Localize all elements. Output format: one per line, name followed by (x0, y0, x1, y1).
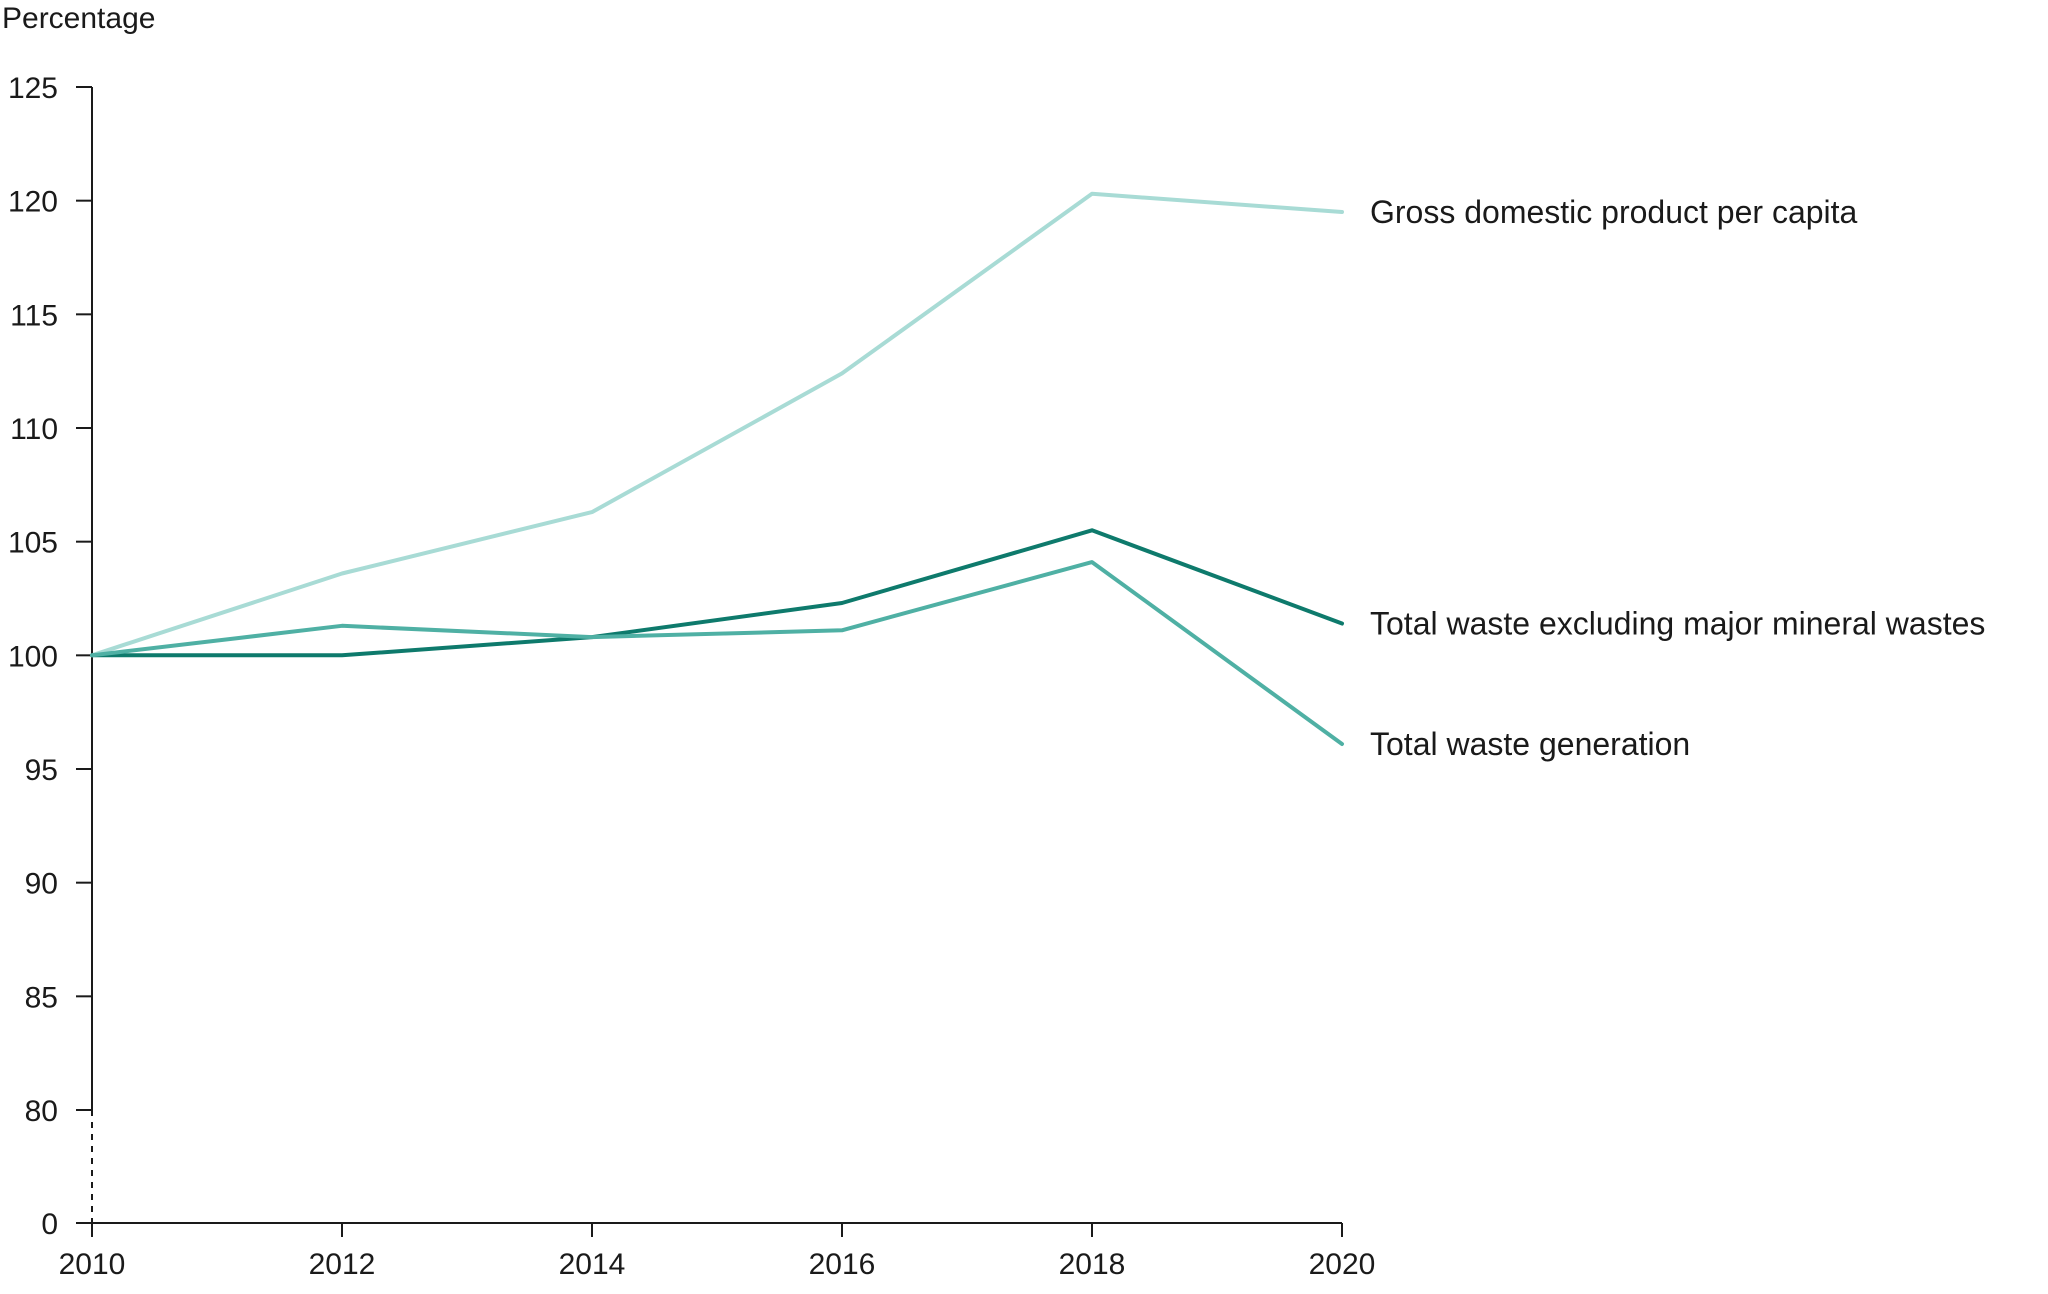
y-tick-label: 0 (41, 1208, 58, 1241)
y-tick-label: 115 (10, 299, 58, 332)
y-tick-label: 95 (25, 754, 58, 787)
series-label-2: Total waste excluding major mineral wast… (1370, 606, 1985, 642)
y-tick-label: 105 (8, 527, 58, 560)
x-tick-label: 2016 (809, 1248, 876, 1281)
y-tick-label: 120 (8, 186, 58, 219)
series-line-3 (90, 560, 1344, 746)
series-line-2 (90, 528, 1344, 658)
y-tick-label: 90 (25, 868, 58, 901)
y-axis-title: Percentage (2, 2, 155, 35)
series-line-1 (90, 191, 1344, 658)
series-label-3: Total waste generation (1370, 726, 1690, 762)
series-label-1: Gross domestic product per capita (1370, 194, 1858, 230)
series-lines (90, 191, 1344, 746)
series-labels: Gross domestic product per capita Total w… (1370, 194, 1985, 762)
y-tick-label: 80 (25, 1095, 58, 1128)
x-tick-label: 2020 (1309, 1248, 1376, 1281)
x-tick-label: 2018 (1059, 1248, 1126, 1281)
x-tick-label: 2010 (59, 1248, 126, 1281)
x-tick-label: 2014 (559, 1248, 626, 1281)
y-tick-label: 125 (8, 72, 58, 105)
axes: 0 80 85 90 95 100 105 110 115 120 125 2010 2012 2014 2… (8, 72, 1375, 1281)
y-tick-label: 110 (10, 413, 58, 446)
x-tick-label: 2012 (309, 1248, 376, 1281)
y-tick-label: 85 (25, 981, 58, 1014)
y-tick-label: 100 (8, 640, 58, 673)
